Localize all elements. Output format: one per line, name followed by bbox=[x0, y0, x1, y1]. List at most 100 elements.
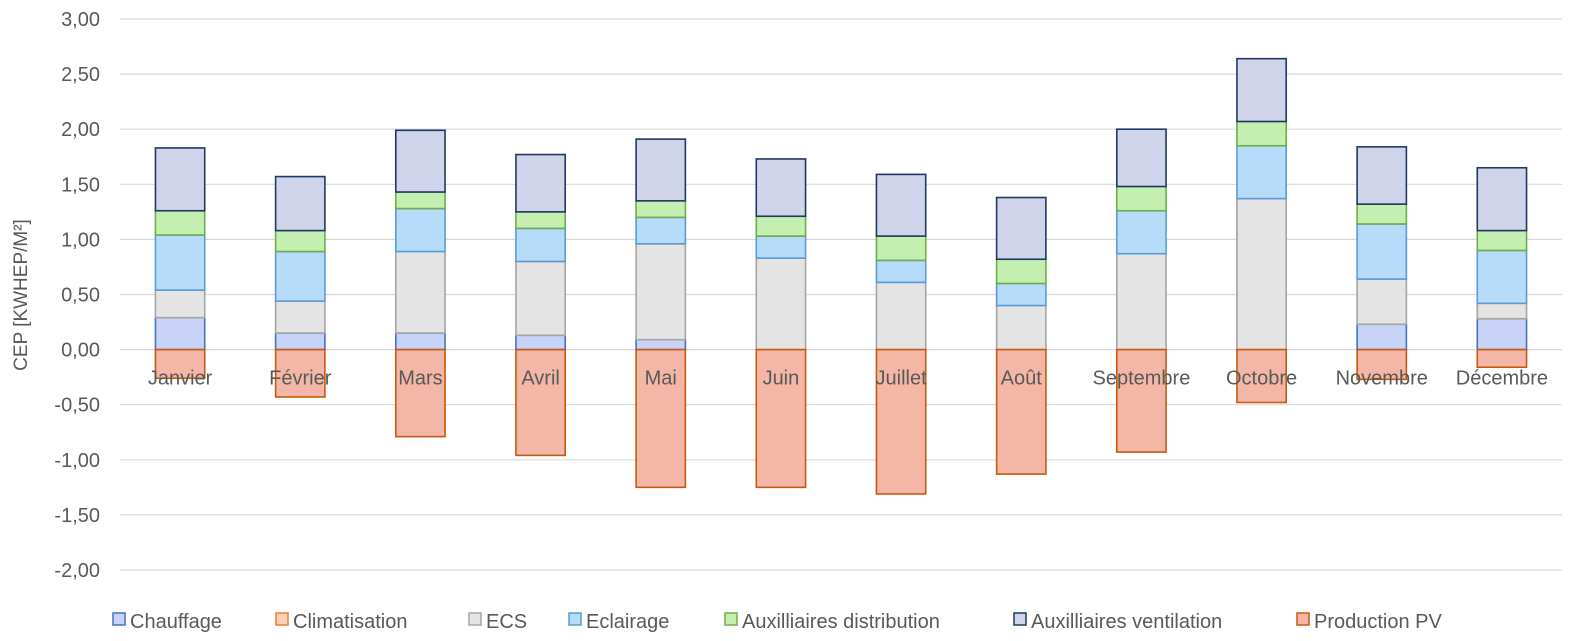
y-tick-label: 0,00 bbox=[61, 340, 100, 362]
bar-stack-mai bbox=[635, 138, 687, 489]
bar-eclairage bbox=[1476, 249, 1528, 305]
bar-auxilliaires-distribution bbox=[1356, 203, 1408, 225]
y-tick-label: -0,50 bbox=[54, 395, 100, 417]
legend-swatch bbox=[1013, 612, 1027, 626]
x-category-label: Mai bbox=[645, 368, 677, 390]
bar-production-pv bbox=[154, 348, 206, 380]
bar-ecs bbox=[995, 304, 1047, 351]
bar-auxilliaires-distribution bbox=[995, 258, 1047, 285]
bar-eclairage bbox=[875, 259, 927, 284]
bar-stack-octobre bbox=[1236, 57, 1288, 404]
bar-auxilliaires-distribution bbox=[515, 211, 567, 230]
bar-chauffage bbox=[515, 334, 567, 351]
x-category-label: Novembre bbox=[1336, 368, 1428, 390]
bar-eclairage bbox=[274, 250, 326, 302]
y-axis-ticks: 3,00 2,50 2,00 1,50 1,00 0,50 0,00 -0,50 -1,00 -1… bbox=[54, 9, 100, 582]
bar-auxilliaires-distribution bbox=[635, 200, 687, 219]
x-category-label: Février bbox=[269, 368, 332, 390]
bar-eclairage bbox=[995, 282, 1047, 307]
bar-auxilliaires-ventilation bbox=[154, 147, 206, 212]
y-tick-label: -2,00 bbox=[54, 560, 100, 582]
legend-item: Production PV bbox=[1296, 611, 1443, 633]
bar-ecs bbox=[274, 300, 326, 334]
legend-item: Auxilliaires ventilation bbox=[1013, 611, 1222, 633]
legend-swatch bbox=[1296, 612, 1310, 626]
bar-ecs bbox=[1476, 302, 1528, 320]
bar-eclairage bbox=[755, 235, 807, 259]
bar-ecs bbox=[515, 260, 567, 337]
bar-production-pv bbox=[1356, 348, 1408, 381]
bar-production-pv bbox=[995, 348, 1047, 475]
legend-item: ECS bbox=[468, 611, 527, 633]
x-category-label: Juillet bbox=[876, 368, 928, 390]
bar-production-pv bbox=[875, 348, 927, 495]
bar-stack-décembre bbox=[1476, 166, 1528, 369]
x-category-label: Décembre bbox=[1456, 368, 1548, 390]
legend-swatch bbox=[568, 612, 582, 626]
legend-label: Eclairage bbox=[586, 611, 669, 633]
bar-auxilliaires-ventilation bbox=[1236, 57, 1288, 123]
x-category-label: Juin bbox=[763, 368, 800, 390]
x-axis-categories: Janvier Février Mars Avril Mai Juin Juillet Aoû… bbox=[148, 368, 1548, 390]
bar-eclairage bbox=[394, 207, 446, 253]
bar-auxilliaires-ventilation bbox=[635, 138, 687, 202]
y-tick-label: 0,50 bbox=[61, 285, 100, 307]
legend: Chauffage Climatisation ECS Eclairage Auxill… bbox=[112, 611, 1443, 633]
x-category-label: Avril bbox=[521, 368, 560, 390]
y-tick-label: 2,00 bbox=[61, 119, 100, 141]
bar-production-pv bbox=[274, 348, 326, 398]
bar-production-pv bbox=[1236, 348, 1288, 404]
bar-production-pv bbox=[394, 348, 446, 438]
bar-auxilliaires-ventilation bbox=[394, 129, 446, 193]
legend-swatch bbox=[468, 612, 482, 626]
bar-chauffage bbox=[1356, 323, 1408, 351]
legend-item: Eclairage bbox=[568, 611, 669, 633]
bar-auxilliaires-ventilation bbox=[1115, 128, 1167, 188]
bar-production-pv bbox=[515, 348, 567, 457]
legend-label: ECS bbox=[486, 611, 527, 633]
bar-ecs bbox=[154, 289, 206, 319]
legend-item: Chauffage bbox=[112, 611, 222, 633]
legend-label: Production PV bbox=[1314, 611, 1443, 633]
bar-auxilliaires-ventilation bbox=[1476, 166, 1528, 232]
bar-stack-novembre bbox=[1356, 146, 1408, 381]
x-category-label: Mars bbox=[398, 368, 442, 390]
bar-production-pv bbox=[1115, 348, 1167, 453]
bar-stack-avril bbox=[515, 153, 567, 457]
bar-eclairage bbox=[154, 234, 206, 291]
bar-production-pv bbox=[755, 348, 807, 489]
bar-chauffage bbox=[635, 338, 687, 351]
bar-auxilliaires-distribution bbox=[1476, 229, 1528, 252]
legend-item: Climatisation bbox=[275, 611, 407, 633]
bar-auxilliaires-ventilation bbox=[755, 158, 807, 218]
bar-ecs bbox=[394, 250, 446, 334]
legend-label: Climatisation bbox=[293, 611, 407, 633]
x-category-label: Janvier bbox=[148, 368, 213, 390]
legend-swatch bbox=[275, 612, 289, 626]
legend-label: Auxilliaires ventilation bbox=[1031, 611, 1222, 633]
legend-label: Chauffage bbox=[130, 611, 222, 633]
y-tick-label: 3,00 bbox=[61, 9, 100, 31]
bar-ecs bbox=[1356, 278, 1408, 326]
bar-ecs bbox=[875, 281, 927, 351]
bar-auxilliaires-distribution bbox=[394, 191, 446, 210]
bar-eclairage bbox=[1236, 144, 1288, 200]
x-category-label: Octobre bbox=[1226, 368, 1297, 390]
bar-auxilliaires-distribution bbox=[274, 229, 326, 253]
bar-chauffage bbox=[1476, 317, 1528, 351]
legend-swatch bbox=[724, 612, 738, 626]
y-tick-label: 1,50 bbox=[61, 174, 100, 196]
y-axis-title: CEP [KWHEP/M²] bbox=[11, 219, 32, 371]
bar-stack-juin bbox=[755, 158, 807, 489]
bar-auxilliaires-distribution bbox=[154, 209, 206, 236]
bar-eclairage bbox=[1115, 209, 1167, 255]
bar-auxilliaires-distribution bbox=[1115, 185, 1167, 212]
bar-auxilliaires-ventilation bbox=[995, 196, 1047, 261]
legend-label: Auxilliaires distribution bbox=[742, 611, 940, 633]
bar-eclairage bbox=[635, 216, 687, 245]
y-tick-label: -1,00 bbox=[54, 450, 100, 472]
x-category-label: Août bbox=[1001, 368, 1043, 390]
bar-auxilliaires-ventilation bbox=[274, 175, 326, 232]
